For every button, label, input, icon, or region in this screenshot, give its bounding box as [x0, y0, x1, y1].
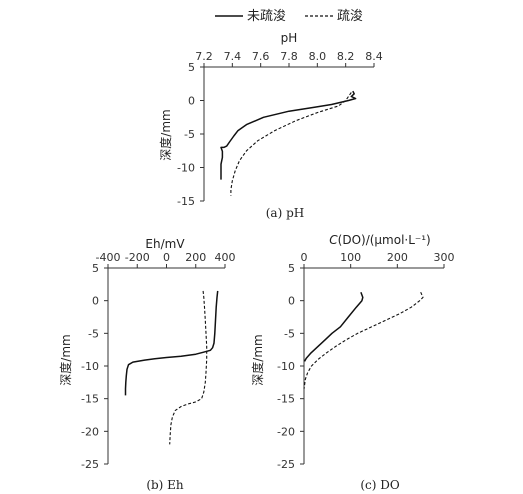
panel-c-x-tick-label: 0 — [301, 251, 308, 264]
panel-a-x-tick-label: 7.4 — [224, 50, 242, 63]
panel-c-caption: (c) DO — [360, 478, 400, 492]
panel-b-y-tick-label: 5 — [92, 262, 99, 275]
panel-b-y-tick-label: 0 — [92, 295, 99, 308]
panel-b-x-tick-label: -400 — [96, 251, 121, 264]
panel-a-y-tick-label: 0 — [188, 95, 195, 108]
panel-a-series-dredged — [230, 92, 352, 196]
panel-c-series-dredged — [303, 291, 424, 389]
panel-a-x-tick-label: 8.4 — [365, 50, 383, 63]
panel-b-y-tick-label: -15 — [81, 393, 99, 406]
panel-a-caption: (a) pH — [266, 206, 304, 220]
panel-b-xlabel: Eh/mV — [145, 237, 185, 251]
panel-c-xlabel-rest: (DO)/(μmol·L⁻¹) — [338, 233, 431, 247]
panel-b-ylabel: 深度/mm — [58, 334, 73, 385]
legend-dashed-label: 疏浚 — [337, 9, 363, 24]
panel-c-y-tick-label: -5 — [284, 327, 295, 340]
panel-a-x-tick-label: 7.8 — [280, 50, 298, 63]
panel-b-x-tick-label: -200 — [125, 251, 150, 264]
panel-b-x-tick-label: 200 — [185, 251, 206, 264]
panel-a-series-undredged — [220, 90, 357, 180]
panel-c-x-tick-label: 200 — [387, 251, 408, 264]
panel-c-y-tick-label: 5 — [288, 262, 295, 275]
panel-c-do: C(DO)/(μmol·L⁻¹) 深度/mm (c) DO 0 100 200 300… — [250, 233, 455, 492]
panel-c-xlabel-c: C — [329, 233, 338, 247]
panel-a-x-tick-label: 8.2 — [337, 50, 355, 63]
panel-a-y-tick-label: -5 — [184, 128, 195, 141]
panel-b-y-tick-label: -25 — [81, 458, 99, 471]
panel-b-caption: (b) Eh — [146, 478, 184, 492]
panel-c-xlabel: C(DO)/(μmol·L⁻¹) — [329, 233, 431, 247]
panel-b-x-tick-label: 400 — [215, 251, 236, 264]
panel-a-x-tick-label: 7.2 — [195, 50, 213, 63]
panel-b-y-tick-label: -10 — [81, 360, 99, 373]
panel-b-y-tick-label: -5 — [88, 327, 99, 340]
panel-a-xlabel: pH — [281, 31, 298, 45]
panel-a-ylabel: 深度/mm — [158, 109, 173, 160]
panel-c-x-tick-label: 300 — [434, 251, 455, 264]
panel-c-x-tick-label: 100 — [340, 251, 361, 264]
panel-c-y-tick-label: -15 — [277, 393, 295, 406]
panel-b-x-tick-label: 0 — [163, 251, 170, 264]
legend-solid-label: 未疏浚 — [247, 9, 286, 24]
panel-c-y-tick-label: -10 — [277, 360, 295, 373]
panel-c-series-undredged — [303, 291, 364, 362]
panel-c-y-tick-label: -25 — [277, 458, 295, 471]
panel-b-series-undredged — [124, 290, 219, 396]
panel-a-ph: pH 深度/mm (a) pH 7.2 7.4 7.6 7.8 8.0 8.2 8.4 5 0 -… — [158, 31, 383, 220]
panel-a-y-tick-label: 5 — [188, 61, 195, 74]
panel-c-y-tick-label: -20 — [277, 425, 295, 438]
panel-c-ylabel: 深度/mm — [250, 334, 265, 385]
panel-b-series-dredged — [169, 290, 208, 445]
panel-b-y-tick-label: -20 — [81, 425, 99, 438]
panel-a-y-tick-label: -10 — [177, 162, 195, 175]
panel-a-x-tick-label: 8.0 — [309, 50, 327, 63]
panel-b-eh: Eh/mV 深度/mm (b) Eh -400 -200 0 200 400 5 0 -5 -1… — [58, 237, 236, 492]
panel-a-y-tick-label: -15 — [177, 195, 195, 208]
panel-a-x-tick-label: 7.6 — [252, 50, 270, 63]
panel-c-y-tick-label: 0 — [288, 295, 295, 308]
legend: 未疏浚 疏浚 — [215, 9, 363, 24]
